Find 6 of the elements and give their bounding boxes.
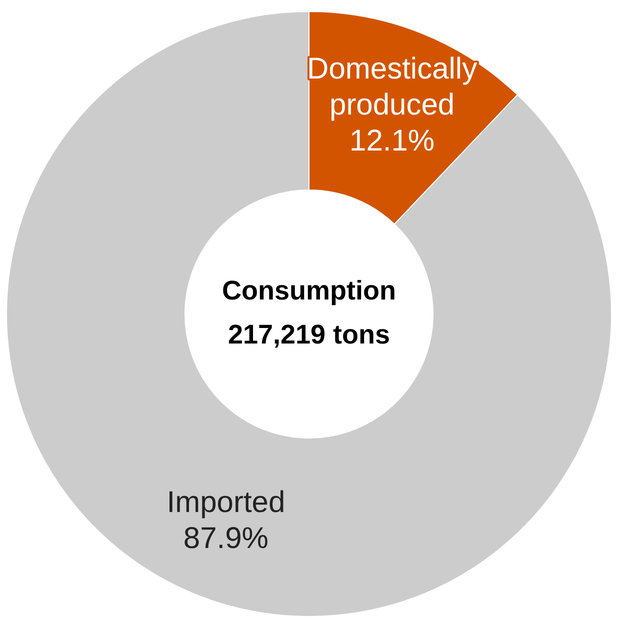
data-label: 87.9% [183, 522, 268, 556]
text: 217,219 tons [228, 319, 390, 350]
data-label: 12.1% [350, 124, 435, 158]
slice-label: Domestically produced [307, 52, 478, 122]
text: Consumption [222, 275, 396, 306]
slice-label: Imported [166, 486, 286, 520]
